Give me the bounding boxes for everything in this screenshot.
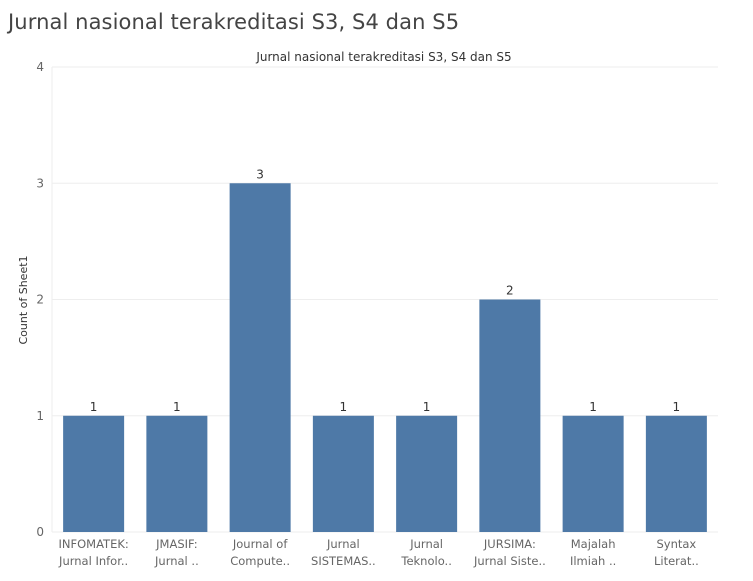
bars <box>63 183 707 532</box>
x-tick-label: Jurnal <box>326 537 360 551</box>
x-tick-label: Jurnal .. <box>154 554 199 568</box>
bar-value-label: 2 <box>506 284 514 298</box>
y-axis-label: Count of Sheet1 <box>17 255 30 344</box>
bar <box>146 415 208 532</box>
y-tick-label: 2 <box>36 293 44 307</box>
bar-value-label: 1 <box>423 400 431 414</box>
bar-value-label: 1 <box>340 400 348 414</box>
x-tick-label: Journal of <box>232 537 288 551</box>
bar-value-label: 1 <box>589 400 597 414</box>
bar <box>396 415 458 532</box>
x-tick-label: Literat.. <box>654 554 699 568</box>
x-tick-labels: INFOMATEK: Jurnal Infor.. JMASIF: Jurnal ..… <box>58 537 699 568</box>
x-tick-label: Jurnal Infor.. <box>58 554 128 568</box>
x-tick-label: SISTEMAS.. <box>311 554 376 568</box>
bar <box>312 415 374 532</box>
y-tick-label: 1 <box>36 409 44 423</box>
bar-value-label: 1 <box>673 400 681 414</box>
bar <box>645 415 707 532</box>
bar <box>229 183 291 532</box>
x-tick-label: Ilmiah .. <box>570 554 616 568</box>
data-labels: 1 1 3 1 1 2 1 1 <box>90 167 680 414</box>
x-tick-label: Compute.. <box>230 554 290 568</box>
x-tick-label: Majalah <box>571 537 616 551</box>
bar-value-label: 1 <box>173 400 181 414</box>
x-tick-label: Syntax <box>656 537 696 551</box>
bar <box>63 415 125 532</box>
y-tick-labels: 0 1 2 3 4 <box>36 60 44 539</box>
x-tick-label: Jurnal <box>409 537 443 551</box>
x-tick-label: Jurnal Siste.. <box>473 554 546 568</box>
y-tick-label: 0 <box>36 525 44 539</box>
x-tick-label: JURSIMA: <box>483 537 536 551</box>
bar <box>479 299 541 532</box>
page-title: Jurnal nasional terakreditasi S3, S4 dan… <box>8 10 460 34</box>
x-tick-label: INFOMATEK: <box>58 537 128 551</box>
chart-title: Jurnal nasional terakreditasi S3, S4 dan… <box>255 50 511 64</box>
y-tick-label: 4 <box>36 60 44 74</box>
x-tick-label: Teknolo.. <box>400 554 451 568</box>
bar <box>562 415 624 532</box>
x-tick-label: JMASIF: <box>155 537 197 551</box>
bar-value-label: 1 <box>90 400 98 414</box>
bar-value-label: 3 <box>256 167 264 181</box>
y-tick-label: 3 <box>36 176 44 190</box>
